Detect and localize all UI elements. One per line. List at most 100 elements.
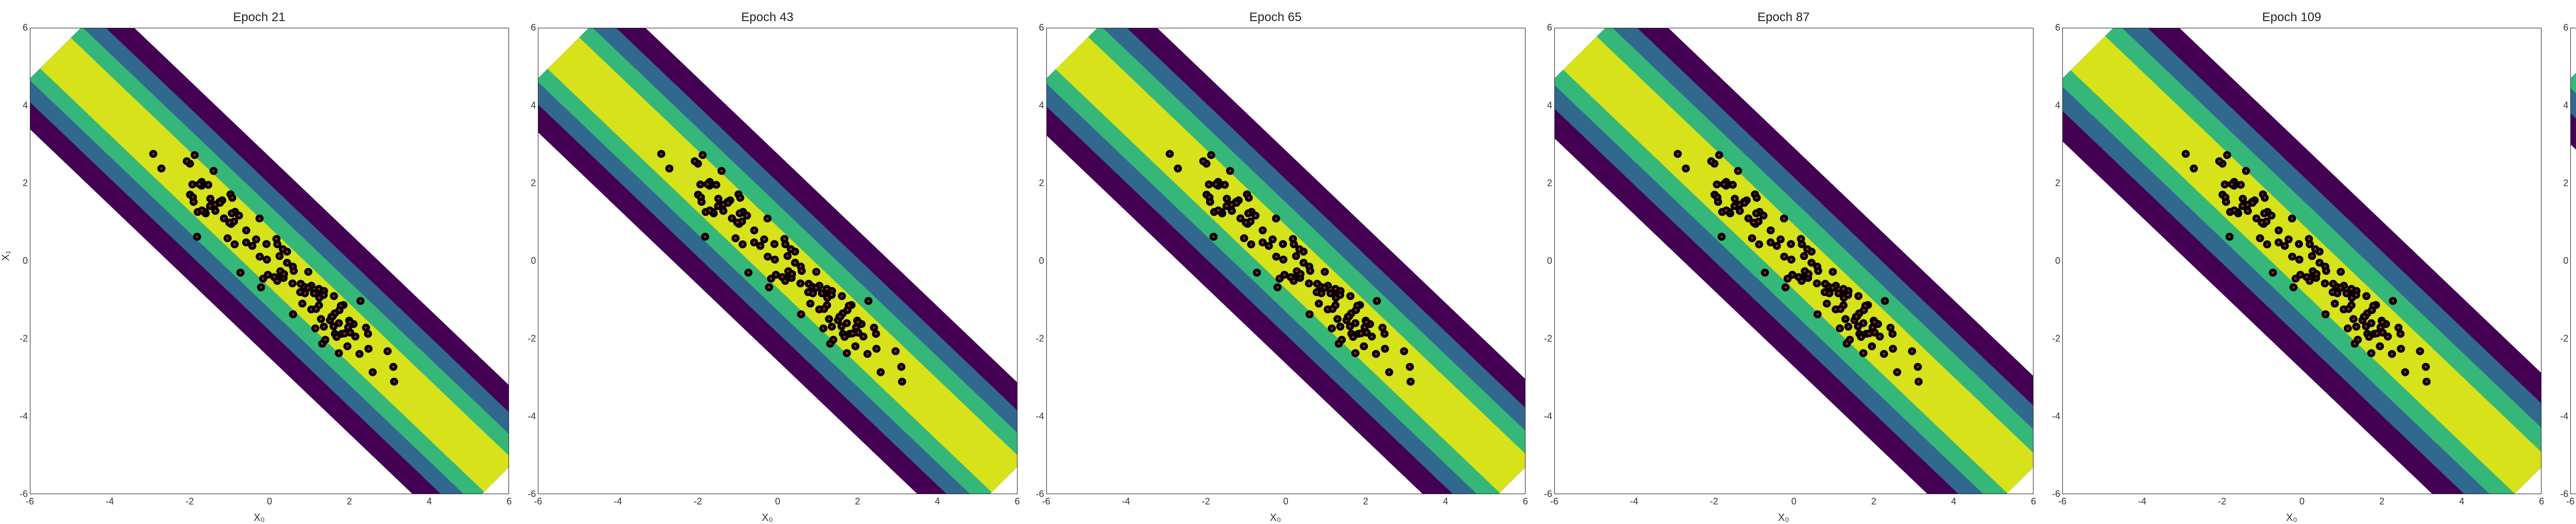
scatter-point [2352, 341, 2357, 346]
scatter-point [2423, 364, 2428, 370]
scatter-point [1778, 237, 1783, 242]
scatter-point [1856, 293, 1861, 299]
scatter-point [2353, 292, 2359, 298]
scatter-point [789, 271, 794, 276]
scatter-point [1382, 346, 1387, 352]
scatter-point [1845, 292, 1851, 298]
xtick: -2 [2218, 496, 2226, 507]
scatter-point [746, 270, 751, 275]
scatter-point [2369, 351, 2374, 356]
scatter-point [844, 351, 850, 356]
scatter-point [692, 159, 698, 164]
scatter-svg [538, 28, 1016, 494]
scatter-point [1334, 317, 1340, 322]
xticks: -6-4-20246 [1046, 495, 1526, 510]
ytick: -4 [1544, 411, 1552, 422]
xtick: 0 [1791, 496, 1797, 507]
scatter-point [850, 331, 855, 336]
scatter-point [190, 182, 195, 187]
scatter-point [2262, 211, 2267, 216]
scatter-svg [1047, 28, 1525, 494]
xtick: 2 [855, 496, 860, 507]
scatter-point [721, 208, 726, 214]
scatter-point [345, 344, 350, 349]
scatter-point [699, 199, 704, 204]
scatter-point [1754, 195, 1759, 200]
scatter-point [236, 213, 242, 218]
scatter-point [1754, 211, 1759, 216]
scatter-point [2346, 306, 2351, 311]
scatter-point [1246, 195, 1251, 200]
scatter-point [366, 346, 371, 352]
scatter-point [1816, 268, 1821, 273]
scatter-point [300, 301, 305, 306]
scatter-point [2276, 240, 2281, 245]
panel-1: Epoch 43-6-4-20246-6-4-20246X₀ [517, 10, 1017, 494]
axes: -6-4-20246 [2042, 28, 2541, 494]
scatter-point [238, 270, 243, 275]
scatter-point [1822, 281, 1827, 286]
scatter-point [1167, 151, 1172, 156]
scatter-point [250, 243, 255, 249]
scatter-point [1836, 291, 1841, 296]
scatter-point [1866, 331, 1871, 336]
scatter-point [2243, 168, 2248, 173]
scatter-point [735, 220, 740, 225]
scatter-point [1291, 242, 1296, 247]
xticks: -6-4-20246 [538, 495, 1017, 510]
scatter-point [1915, 364, 1920, 370]
xtick: -6 [2566, 496, 2574, 507]
scatter-svg [30, 28, 509, 494]
scatter-point [321, 324, 326, 329]
scatter-point [1348, 293, 1353, 299]
scatter-point [1275, 285, 1280, 290]
scatter-point [814, 285, 819, 290]
scatter-point [222, 216, 227, 221]
scatter-point [2369, 308, 2375, 313]
panel-title: Epoch 43 [517, 10, 1017, 25]
xtick: -6 [1550, 496, 1558, 507]
scatter-point [1760, 213, 1766, 218]
ytick: 6 [2055, 23, 2060, 33]
scatter-point [1916, 379, 1921, 384]
scatter-point [698, 182, 703, 187]
scatter-point [1374, 299, 1379, 304]
xtick: 6 [1014, 496, 1020, 507]
scatter-point [319, 341, 325, 346]
ytick: -4 [20, 411, 28, 422]
scatter-point [365, 331, 370, 337]
scatter-point [1254, 270, 1259, 275]
ytick: 2 [23, 178, 28, 189]
scatter-point [1280, 241, 1285, 247]
scatter-point [1745, 216, 1751, 221]
scatter-point [1382, 331, 1387, 337]
scatter-point [785, 253, 790, 258]
scatter-point [2338, 269, 2343, 274]
xtick: 6 [1523, 496, 1528, 507]
scatter-point [1870, 325, 1875, 330]
xtick: 2 [1871, 496, 1876, 507]
ytick: 0 [2563, 256, 2568, 267]
ytick: 6 [1039, 23, 1044, 33]
scatter-point [765, 216, 770, 221]
xtick: 4 [2459, 496, 2464, 507]
scatter-point [865, 352, 870, 357]
xtick: 4 [1443, 496, 1448, 507]
scatter-point [1858, 335, 1863, 340]
scatter-point [1730, 182, 1735, 187]
ytick: 6 [23, 23, 28, 33]
scatter-point [298, 290, 303, 295]
scatter-point [765, 254, 770, 259]
scatter-point [738, 195, 743, 200]
scatter-point [2225, 152, 2230, 158]
scatter-point [1332, 286, 1337, 291]
scatter-point [783, 242, 788, 247]
scatter-point [2191, 166, 2196, 171]
scatter-point [1845, 324, 1851, 329]
scatter-point [1296, 247, 1301, 252]
scatter-point [2229, 182, 2234, 187]
xticks: -6-4-20246 [1554, 495, 2033, 510]
xlabel: X₀ [1778, 512, 1789, 524]
scatter-point [1809, 260, 1814, 266]
scatter-point [2323, 281, 2328, 286]
